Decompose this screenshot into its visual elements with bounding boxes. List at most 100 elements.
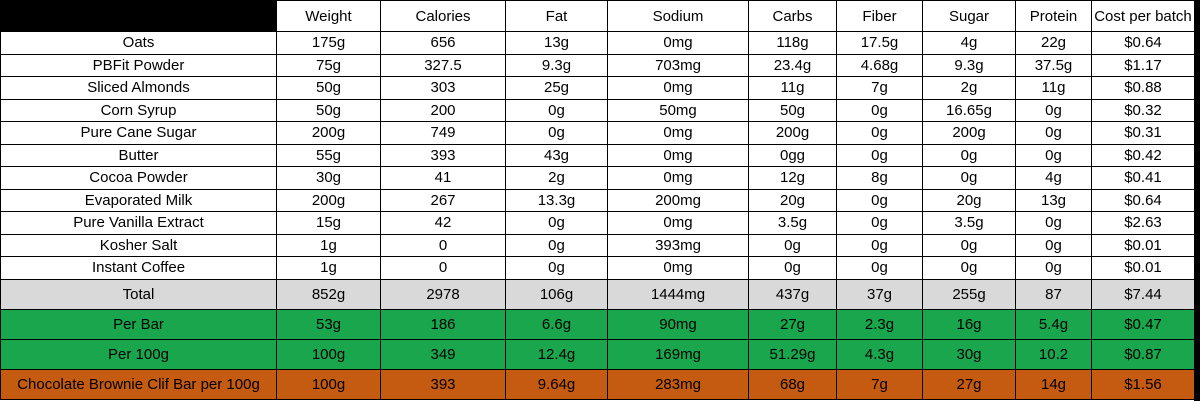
value-cell[interactable]: 200 bbox=[380, 98, 506, 122]
header-cell[interactable]: Weight bbox=[276, 0, 381, 32]
value-cell[interactable]: 118g bbox=[748, 31, 837, 55]
value-cell[interactable]: 327.5 bbox=[380, 53, 506, 77]
value-cell[interactable]: 0g bbox=[836, 233, 923, 257]
value-cell[interactable]: 0g bbox=[1015, 256, 1092, 280]
value-cell[interactable]: 0mg bbox=[607, 256, 749, 280]
value-cell[interactable]: 6.6g bbox=[505, 308, 608, 340]
ingredient-name-cell[interactable]: Evaporated Milk bbox=[0, 188, 277, 212]
value-cell[interactable]: 0g bbox=[922, 233, 1016, 257]
value-cell[interactable]: 0 bbox=[380, 233, 506, 257]
header-cell[interactable]: Fiber bbox=[836, 0, 923, 32]
ingredient-name-cell[interactable]: PBFit Powder bbox=[0, 53, 277, 77]
value-cell[interactable]: 1g bbox=[276, 256, 381, 280]
value-cell[interactable]: 267 bbox=[380, 188, 506, 212]
value-cell[interactable]: 10.2 bbox=[1015, 338, 1092, 370]
value-cell[interactable]: 55g bbox=[276, 143, 381, 167]
value-cell[interactable]: $0.01 bbox=[1091, 256, 1195, 280]
ingredient-name-cell[interactable]: Pure Vanilla Extract bbox=[0, 211, 277, 235]
header-cell[interactable]: Fat bbox=[505, 0, 608, 32]
header-cell[interactable]: Carbs bbox=[748, 0, 837, 32]
value-cell[interactable]: 4g bbox=[922, 31, 1016, 55]
value-cell[interactable]: 437g bbox=[748, 278, 837, 310]
summary-label-cell[interactable]: Per 100g bbox=[0, 338, 277, 370]
value-cell[interactable]: $1.17 bbox=[1091, 53, 1195, 77]
value-cell[interactable]: $1.56 bbox=[1091, 368, 1195, 400]
value-cell[interactable]: 1g bbox=[276, 233, 381, 257]
value-cell[interactable]: 16.65g bbox=[922, 98, 1016, 122]
value-cell[interactable]: 13.3g bbox=[505, 188, 608, 212]
ingredient-name-cell[interactable]: Sliced Almonds bbox=[0, 76, 277, 100]
value-cell[interactable]: 75g bbox=[276, 53, 381, 77]
value-cell[interactable]: 0g bbox=[836, 211, 923, 235]
value-cell[interactable]: 5.4g bbox=[1015, 308, 1092, 340]
value-cell[interactable]: $0.87 bbox=[1091, 338, 1195, 370]
value-cell[interactable]: 175g bbox=[276, 31, 381, 55]
header-cell[interactable]: Sodium bbox=[607, 0, 749, 32]
value-cell[interactable]: 3.5g bbox=[748, 211, 837, 235]
value-cell[interactable]: 0g bbox=[505, 211, 608, 235]
value-cell[interactable]: 0g bbox=[748, 233, 837, 257]
value-cell[interactable]: 50g bbox=[748, 98, 837, 122]
value-cell[interactable]: 87 bbox=[1015, 278, 1092, 310]
value-cell[interactable]: 0g bbox=[505, 256, 608, 280]
value-cell[interactable]: 0g bbox=[1015, 143, 1092, 167]
ingredient-name-cell[interactable]: Oats bbox=[0, 31, 277, 55]
value-cell[interactable]: 0g bbox=[505, 233, 608, 257]
value-cell[interactable]: 30g bbox=[922, 338, 1016, 370]
value-cell[interactable]: 13g bbox=[1015, 188, 1092, 212]
value-cell[interactable]: 14g bbox=[1015, 368, 1092, 400]
value-cell[interactable]: 0gg bbox=[748, 143, 837, 167]
value-cell[interactable]: $0.32 bbox=[1091, 98, 1195, 122]
value-cell[interactable]: 17.5g bbox=[836, 31, 923, 55]
value-cell[interactable]: 0mg bbox=[607, 211, 749, 235]
value-cell[interactable]: 852g bbox=[276, 278, 381, 310]
value-cell[interactable]: 9.64g bbox=[505, 368, 608, 400]
header-cell[interactable]: Calories bbox=[380, 0, 506, 32]
value-cell[interactable]: 22g bbox=[1015, 31, 1092, 55]
value-cell[interactable]: 2g bbox=[505, 166, 608, 190]
value-cell[interactable]: 4g bbox=[1015, 166, 1092, 190]
value-cell[interactable]: 27g bbox=[922, 368, 1016, 400]
value-cell[interactable]: 30g bbox=[276, 166, 381, 190]
value-cell[interactable]: 50g bbox=[276, 98, 381, 122]
value-cell[interactable]: $0.01 bbox=[1091, 233, 1195, 257]
ingredient-name-cell[interactable]: Instant Coffee bbox=[0, 256, 277, 280]
value-cell[interactable]: 25g bbox=[505, 76, 608, 100]
value-cell[interactable]: $0.64 bbox=[1091, 31, 1195, 55]
value-cell[interactable]: 7g bbox=[836, 76, 923, 100]
value-cell[interactable]: 0mg bbox=[607, 166, 749, 190]
value-cell[interactable]: 100g bbox=[276, 338, 381, 370]
value-cell[interactable]: 200g bbox=[276, 188, 381, 212]
value-cell[interactable]: 0g bbox=[1015, 233, 1092, 257]
value-cell[interactable]: 303 bbox=[380, 76, 506, 100]
value-cell[interactable]: 703mg bbox=[607, 53, 749, 77]
value-cell[interactable]: 1444mg bbox=[607, 278, 749, 310]
value-cell[interactable]: 0g bbox=[836, 188, 923, 212]
value-cell[interactable]: 2g bbox=[922, 76, 1016, 100]
header-cell[interactable]: Sugar bbox=[922, 0, 1016, 32]
value-cell[interactable]: 169mg bbox=[607, 338, 749, 370]
value-cell[interactable]: 15g bbox=[276, 211, 381, 235]
value-cell[interactable]: 393 bbox=[380, 368, 506, 400]
header-cell[interactable]: Protein bbox=[1015, 0, 1092, 32]
summary-label-cell[interactable]: Chocolate Brownie Clif Bar per 100g bbox=[0, 368, 277, 400]
value-cell[interactable]: 393mg bbox=[607, 233, 749, 257]
value-cell[interactable]: $0.47 bbox=[1091, 308, 1195, 340]
value-cell[interactable]: 0g bbox=[748, 256, 837, 280]
value-cell[interactable]: 0g bbox=[836, 98, 923, 122]
value-cell[interactable]: 349 bbox=[380, 338, 506, 370]
value-cell[interactable]: 8g bbox=[836, 166, 923, 190]
value-cell[interactable]: 9.3g bbox=[505, 53, 608, 77]
value-cell[interactable]: 68g bbox=[748, 368, 837, 400]
value-cell[interactable]: 0mg bbox=[607, 121, 749, 145]
value-cell[interactable]: 0g bbox=[505, 121, 608, 145]
value-cell[interactable]: 656 bbox=[380, 31, 506, 55]
value-cell[interactable]: 0mg bbox=[607, 31, 749, 55]
value-cell[interactable]: 4.68g bbox=[836, 53, 923, 77]
value-cell[interactable]: 100g bbox=[276, 368, 381, 400]
value-cell[interactable]: 23.4g bbox=[748, 53, 837, 77]
value-cell[interactable]: 27g bbox=[748, 308, 837, 340]
value-cell[interactable]: 0g bbox=[922, 143, 1016, 167]
value-cell[interactable]: 0g bbox=[836, 256, 923, 280]
header-cell[interactable]: Cost per batch bbox=[1091, 0, 1195, 32]
